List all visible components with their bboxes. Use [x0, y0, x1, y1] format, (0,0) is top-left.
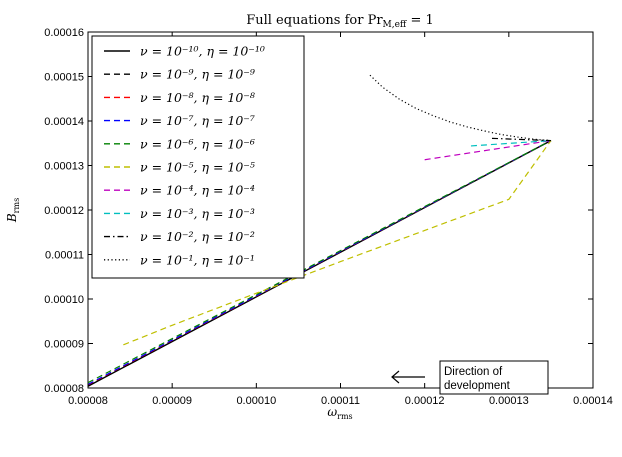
- y-axis-label-subscript: rms: [12, 198, 21, 214]
- legend-label-9: ν = 10⁻¹, η = 10⁻¹: [140, 252, 255, 267]
- legend-label-7: ν = 10⁻³, η = 10⁻³: [140, 206, 255, 221]
- y-tick-label: 0.00012: [44, 205, 84, 217]
- annotation-line-2: development: [444, 380, 511, 392]
- legend-label-4: ν = 10⁻⁶, η = 10⁻⁶: [140, 136, 255, 151]
- y-tick-label: 0.00015: [44, 72, 84, 84]
- x-tick-labels: 0.00008 0.00009 0.00010 0.00011 0.00012 0.000…: [68, 395, 613, 407]
- series-line-3: [87, 140, 552, 385]
- y-tick-label: 0.00014: [44, 116, 84, 128]
- chart-title-subscript: M,eff: [383, 20, 407, 30]
- legend: ν = 10⁻¹⁰, η = 10⁻¹⁰ ν = 10⁻⁹, η = 10⁻⁹ ν …: [91, 35, 305, 279]
- y-tick-label: 0.00011: [45, 250, 84, 262]
- legend-label-2: ν = 10⁻⁸, η = 10⁻⁸: [140, 90, 255, 105]
- series-line-6: [424, 139, 552, 161]
- x-tick-label: 0.00010: [236, 395, 276, 407]
- x-axis-label-subscript: rms: [337, 412, 353, 421]
- annotation-line-1: Direction of: [444, 366, 503, 378]
- y-tick-label: 0.00008: [44, 383, 84, 395]
- legend-label-8: ν = 10⁻², η = 10⁻²: [140, 229, 255, 244]
- series-line-4: [87, 140, 552, 384]
- legend-label-0: ν = 10⁻¹⁰, η = 10⁻¹⁰: [140, 44, 265, 59]
- direction-arrow-icon: [391, 370, 400, 384]
- y-axis-label: Brms: [5, 198, 21, 223]
- y-tick-label: 0.00010: [44, 294, 84, 306]
- direction-annotation: Direction of development: [391, 360, 549, 395]
- y-tick-labels: 0.00008 0.00009 0.00010 0.00011 0.00012 0.000…: [44, 27, 84, 395]
- x-tick-label: 0.00014: [573, 395, 613, 407]
- annotation-box: [439, 360, 549, 395]
- legend-label-5: ν = 10⁻⁵, η = 10⁻⁵: [140, 160, 255, 175]
- x-tick-label: 0.00011: [321, 395, 360, 407]
- y-tick-label: 0.00009: [44, 339, 84, 351]
- legend-label-1: ν = 10⁻⁹, η = 10⁻⁹: [140, 67, 255, 82]
- x-tick-label: 0.00008: [68, 395, 108, 407]
- series-line-7: [470, 139, 551, 147]
- chart-title-tail: = 1: [406, 13, 433, 28]
- y-tick-label: 0.00013: [44, 161, 84, 173]
- legend-box: [91, 35, 305, 279]
- legend-label-3: ν = 10⁻⁷, η = 10⁻⁷: [140, 113, 255, 128]
- y-tick-label: 0.00016: [44, 27, 84, 39]
- x-axis-label: ωrms: [327, 405, 352, 421]
- x-tick-label: 0.00013: [489, 395, 529, 407]
- legend-label-6: ν = 10⁻⁴, η = 10⁻⁴: [140, 183, 255, 198]
- chart-title: Full equations for PrM,eff = 1: [246, 13, 434, 30]
- x-tick-label: 0.00009: [152, 395, 192, 407]
- x-tick-label: 0.00012: [405, 395, 445, 407]
- series-line-8: [491, 137, 551, 142]
- series-layer: [87, 74, 552, 387]
- series-line-5: [123, 140, 552, 346]
